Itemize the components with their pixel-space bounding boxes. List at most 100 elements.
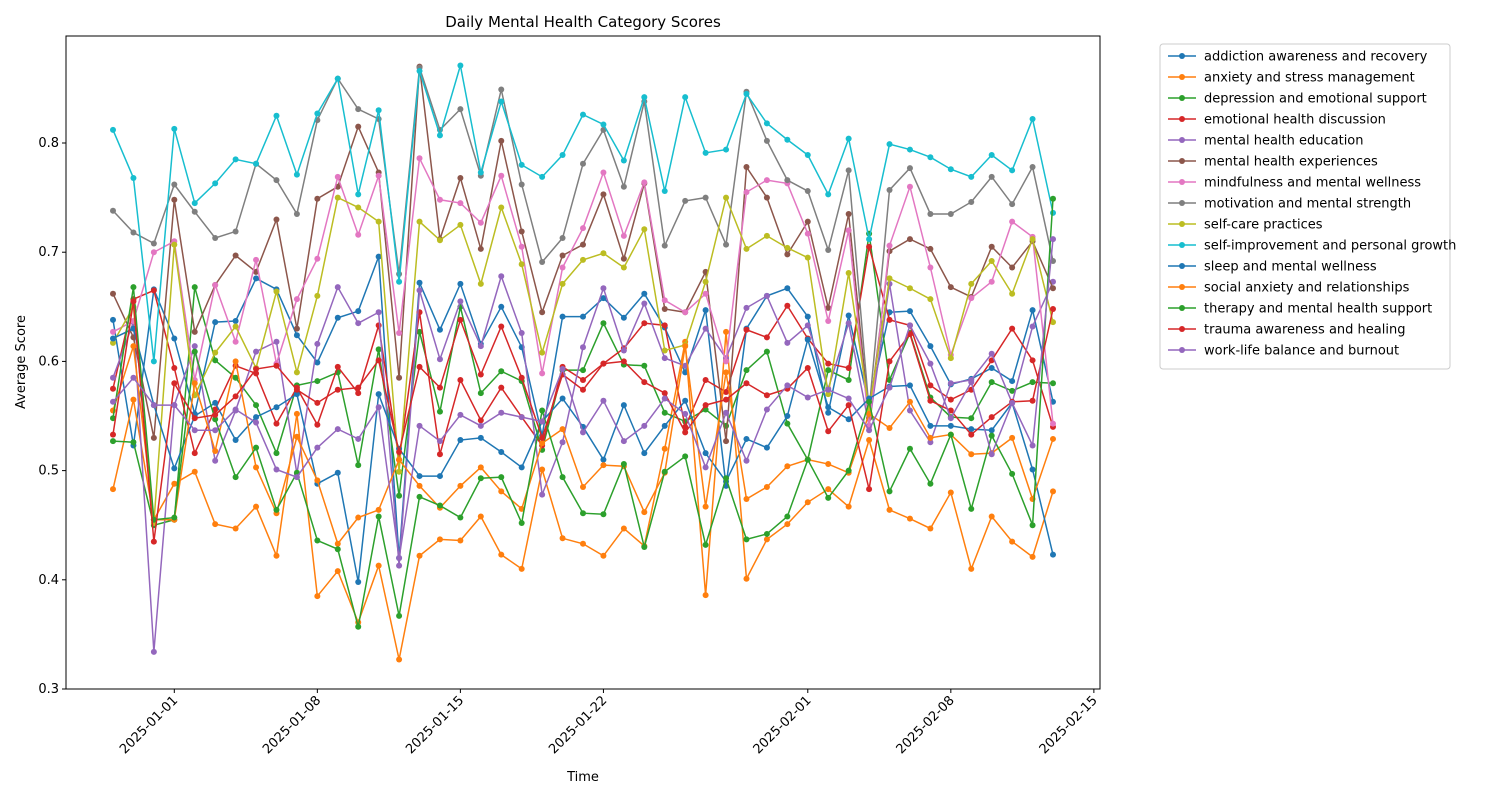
data-point: [232, 252, 239, 259]
data-point: [988, 364, 995, 371]
data-point: [334, 75, 341, 82]
data-point: [886, 186, 893, 193]
data-point: [477, 513, 484, 520]
data-point: [457, 411, 464, 418]
data-point: [1029, 236, 1036, 243]
data-point: [518, 330, 525, 337]
data-point: [743, 575, 750, 582]
data-point: [1029, 522, 1036, 529]
data-point: [600, 397, 607, 404]
data-point: [110, 290, 116, 297]
data-point: [498, 303, 505, 310]
data-point: [375, 357, 382, 364]
data-point: [968, 451, 975, 458]
data-point: [253, 256, 260, 263]
data-point: [968, 295, 975, 302]
data-point: [702, 592, 709, 599]
data-point: [212, 399, 219, 406]
data-point: [559, 439, 566, 446]
data-point: [927, 422, 934, 429]
data-point: [375, 562, 382, 569]
data-point: [1050, 305, 1056, 312]
data-point: [866, 243, 873, 250]
legend-label: mental health education: [1204, 134, 1364, 149]
data-point: [784, 463, 791, 470]
data-point: [110, 385, 116, 392]
data-point: [150, 648, 157, 655]
data-point: [518, 464, 525, 471]
data-point: [845, 416, 852, 423]
data-point: [416, 328, 423, 335]
data-point: [273, 404, 280, 411]
data-point: [682, 369, 689, 376]
data-point: [191, 415, 198, 422]
data-point: [355, 106, 362, 113]
series: [110, 298, 1056, 545]
data-point: [743, 495, 750, 502]
data-point: [723, 358, 730, 365]
data-point: [191, 348, 198, 355]
data-point: [784, 413, 791, 420]
data-point: [580, 510, 586, 517]
x-tick-label: 2025-02-15: [1037, 693, 1101, 757]
data-point: [988, 427, 995, 434]
data-point: [988, 414, 995, 421]
data-point: [763, 120, 770, 127]
data-point: [1009, 218, 1016, 225]
data-point: [682, 309, 689, 316]
legend-marker: [1179, 284, 1185, 290]
data-point: [702, 402, 709, 409]
data-point: [600, 169, 607, 176]
data-point: [150, 240, 157, 247]
data-point: [518, 181, 525, 188]
x-tick-label: 2025-02-01: [751, 693, 815, 757]
data-point: [253, 444, 260, 451]
data-point: [416, 363, 423, 370]
data-point: [702, 149, 709, 156]
data-point: [580, 540, 586, 547]
data-point: [825, 461, 832, 468]
data-point: [293, 210, 300, 217]
data-point: [620, 264, 627, 271]
data-point: [191, 284, 198, 291]
data-point: [477, 169, 484, 176]
data-point: [988, 257, 995, 264]
data-point: [906, 398, 913, 405]
data-point: [355, 204, 362, 211]
data-point: [784, 302, 791, 309]
data-point: [498, 137, 505, 144]
data-point: [375, 346, 382, 353]
data-point: [580, 241, 586, 248]
data-point: [988, 513, 995, 520]
data-point: [1050, 435, 1056, 442]
data-point: [498, 98, 505, 105]
data-point: [334, 173, 341, 180]
data-point: [784, 177, 791, 184]
data-point: [702, 307, 709, 314]
data-point: [988, 379, 995, 386]
legend-label: mindfulness and mental wellness: [1204, 176, 1421, 191]
data-point: [457, 316, 464, 323]
data-point: [375, 404, 382, 411]
data-point: [784, 136, 791, 143]
data-point: [947, 380, 954, 387]
data-point: [416, 493, 423, 500]
data-point: [641, 226, 648, 233]
data-point: [845, 269, 852, 276]
data-point: [396, 554, 403, 561]
data-point: [375, 218, 382, 225]
data-point: [886, 488, 893, 495]
data-point: [293, 386, 300, 393]
data-point: [559, 252, 566, 259]
data-point: [886, 384, 893, 391]
data-point: [253, 366, 260, 373]
legend-label: therapy and mental health support: [1204, 302, 1432, 317]
data-point: [110, 486, 116, 493]
data-point: [130, 229, 137, 236]
legend-label: social anxiety and relationships: [1204, 281, 1410, 296]
data-point: [150, 402, 157, 409]
data-point: [539, 418, 546, 425]
data-point: [641, 320, 648, 327]
data-point: [314, 195, 321, 202]
data-point: [518, 505, 525, 512]
